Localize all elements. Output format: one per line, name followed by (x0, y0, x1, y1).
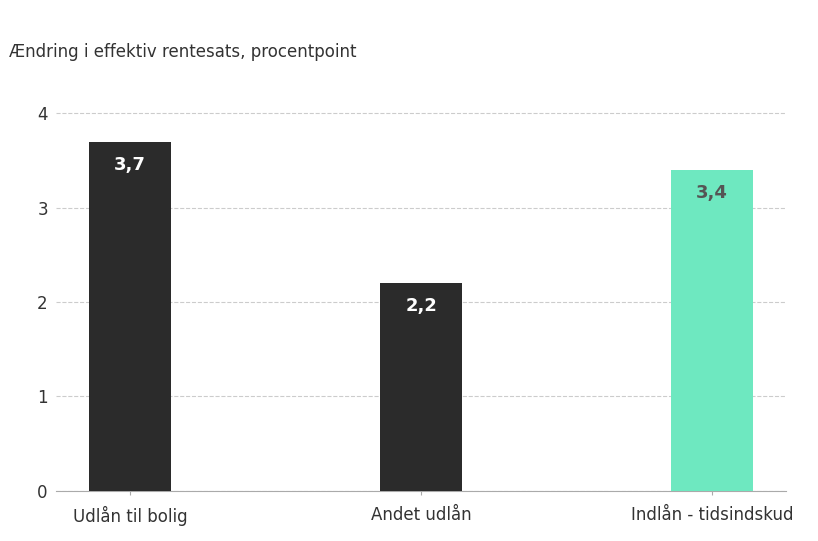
Bar (672, 170, 753, 491)
Text: 3,4: 3,4 (696, 184, 728, 202)
Bar (380, 283, 462, 491)
Text: 3,7: 3,7 (115, 156, 146, 174)
Text: Ændring i effektiv rentesats, procentpoint: Ændring i effektiv rentesats, procentpoi… (9, 43, 357, 61)
Text: 2,2: 2,2 (405, 297, 437, 315)
Bar (89, 142, 171, 491)
